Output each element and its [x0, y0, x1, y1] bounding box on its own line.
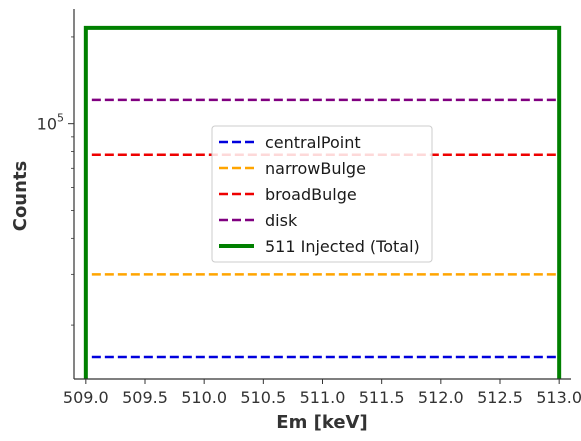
- legend-label-0: centralPoint: [265, 133, 361, 152]
- x-ticks: 509.0 509.5 510.0 510.5 511.0 511.5 512.0 512.5…: [63, 379, 581, 407]
- legend-label-1: narrowBulge: [265, 159, 366, 178]
- series-layer: [83, 25, 562, 379]
- x-tick-label: 511.0: [300, 388, 346, 407]
- x-tick-label: 513.0: [536, 388, 581, 407]
- y-ticks: 105: [37, 36, 74, 326]
- x-axis-label: Em [keV]: [276, 412, 367, 433]
- x-tick-label: 512.5: [477, 388, 523, 407]
- x-tick-label: 511.5: [359, 388, 405, 407]
- legend-frame: [211, 125, 433, 263]
- legend-items: centralPoint narrowBulge broadBulge disk 511…: [219, 133, 420, 256]
- series-line-4: [83, 25, 562, 379]
- legend-label-2: broadBulge: [265, 185, 357, 204]
- x-tick-label: 509.5: [122, 388, 168, 407]
- plot-area: 509.0 509.5 510.0 510.5 511.0 511.5 512.0 512.5…: [37, 9, 581, 407]
- x-tick-label: 510.0: [181, 388, 227, 407]
- legend-label-3: disk: [265, 211, 298, 230]
- legend-label-4: 511 Injected (Total): [265, 237, 420, 256]
- y-tick-label: 105: [37, 112, 64, 134]
- y-axis-label: Counts: [10, 161, 31, 232]
- x-tick-label: 510.5: [240, 388, 286, 407]
- legend: centralPoint narrowBulge broadBulge disk 511…: [211, 125, 433, 263]
- x-tick-label: 512.0: [418, 388, 464, 407]
- x-tick-label: 509.0: [63, 388, 109, 407]
